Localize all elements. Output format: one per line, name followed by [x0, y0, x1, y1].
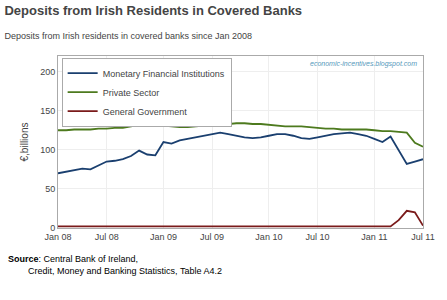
svg-text:200: 200 [40, 67, 55, 77]
svg-text:150: 150 [40, 106, 55, 116]
svg-text:Jul 08: Jul 08 [95, 232, 119, 242]
svg-text:Jul 09: Jul 09 [200, 232, 224, 242]
svg-text:€,billions: €,billions [19, 123, 30, 162]
svg-text:Jul 11: Jul 11 [411, 232, 434, 242]
svg-text:Monetary Financial Institution: Monetary Financial Institutions [103, 69, 225, 79]
svg-text:Source: Central Bank of Irelan: Source: Central Bank of Ireland, Credit,… [8, 254, 222, 276]
svg-text:100: 100 [40, 145, 55, 155]
svg-text:Deposits from Irish Residents: Deposits from Irish Residents in Covered… [4, 3, 302, 18]
svg-text:Jan 08: Jan 08 [44, 232, 71, 242]
svg-text:Deposits from Irish residents: Deposits from Irish residents in covered… [4, 31, 252, 41]
svg-text:Jan 11: Jan 11 [361, 232, 387, 242]
svg-text:0: 0 [50, 223, 55, 233]
svg-text:50: 50 [45, 184, 55, 194]
svg-text:Jan 09: Jan 09 [150, 232, 177, 242]
svg-text:Jan 10: Jan 10 [255, 232, 282, 242]
svg-text:General Government: General Government [103, 107, 188, 117]
svg-text:Jul 10: Jul 10 [306, 232, 330, 242]
svg-text:economic-incentives.blogspot.c: economic-incentives.blogspot.com [310, 60, 417, 68]
svg-text:Private Sector: Private Sector [103, 88, 160, 98]
